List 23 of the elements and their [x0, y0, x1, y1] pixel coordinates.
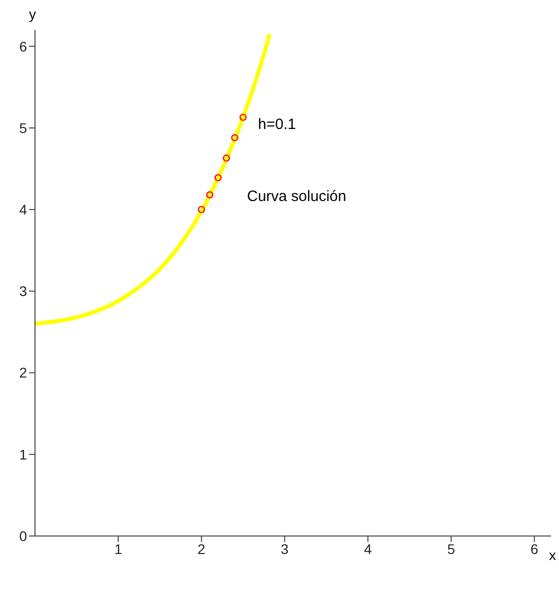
y-tick-label: 5 [19, 120, 28, 136]
point [206, 191, 214, 198]
point [214, 174, 222, 182]
point [231, 134, 238, 142]
point [239, 114, 247, 121]
point [222, 154, 230, 162]
x-tick-label: 4 [364, 540, 372, 557]
annotation: h=0.1 [258, 116, 296, 133]
x-tick-label: 6 [530, 540, 538, 557]
y-tick-label: 0 [19, 528, 28, 544]
x-tick-label: 5 [447, 540, 456, 557]
y-axis-title: y [29, 6, 36, 22]
x-tick-label: 2 [198, 540, 206, 557]
y-tick-label: 3 [19, 283, 28, 300]
y-tick-label: 4 [19, 202, 28, 218]
x-tick-label: 3 [280, 540, 289, 557]
x-axis-title: x [549, 547, 556, 563]
point [198, 206, 206, 214]
y-tick-label: 2 [19, 364, 28, 381]
y-tick-label: 6 [19, 38, 28, 54]
annotation: Curva solución [247, 188, 346, 205]
y-tick-label: 1 [19, 446, 28, 462]
x-tick-label: 1 [114, 540, 122, 557]
